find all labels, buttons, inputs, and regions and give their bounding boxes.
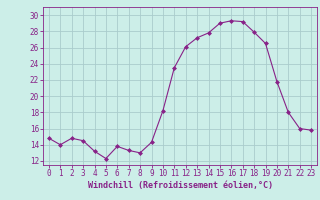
X-axis label: Windchill (Refroidissement éolien,°C): Windchill (Refroidissement éolien,°C) xyxy=(87,181,273,190)
